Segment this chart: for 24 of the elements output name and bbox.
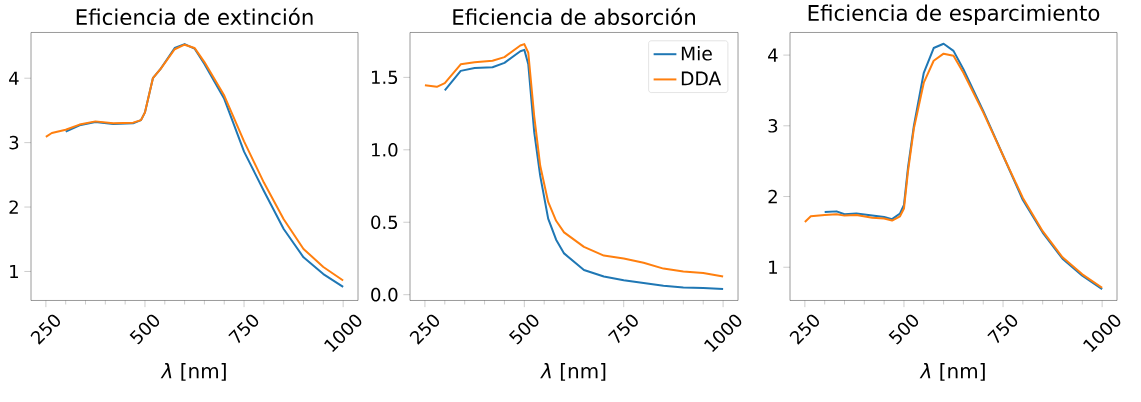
y-tick-label: 4 (9, 71, 19, 85)
legend-label: Mie (681, 45, 712, 61)
y-tick-label: 1 (769, 260, 777, 274)
x-axis-title: λ [nm] (540, 362, 606, 381)
x-tick-label: 750 (228, 314, 259, 344)
y-tick-label: 3 (9, 135, 19, 150)
x-axis-title: λ [nm] (160, 362, 226, 381)
y-tick-label: 0.5 (371, 215, 398, 229)
chart-title: Eficiencia de extinción (76, 7, 313, 25)
chart-title: Eficiencia de absorción (453, 7, 695, 25)
y-tick-label: 2 (9, 200, 18, 214)
y-tick-label: 1.5 (371, 70, 398, 84)
chart-title: Eficiencia de esparcimiento (808, 4, 1100, 25)
x-axis-title: λ [nm] (919, 362, 985, 381)
y-tick-label: 2 (768, 189, 777, 203)
legend-label: DDA (681, 71, 722, 85)
y-tick-label: 1 (10, 264, 18, 278)
y-tick-label: 4 (768, 48, 778, 62)
x-tick-label: 500 (129, 314, 160, 345)
x-tick-label: 750 (607, 314, 638, 344)
y-tick-label: 1.0 (371, 142, 398, 157)
y-tick-label: 0.0 (371, 287, 398, 302)
y-tick-label: 3 (768, 118, 778, 133)
x-tick-label: 750 (987, 314, 1018, 344)
